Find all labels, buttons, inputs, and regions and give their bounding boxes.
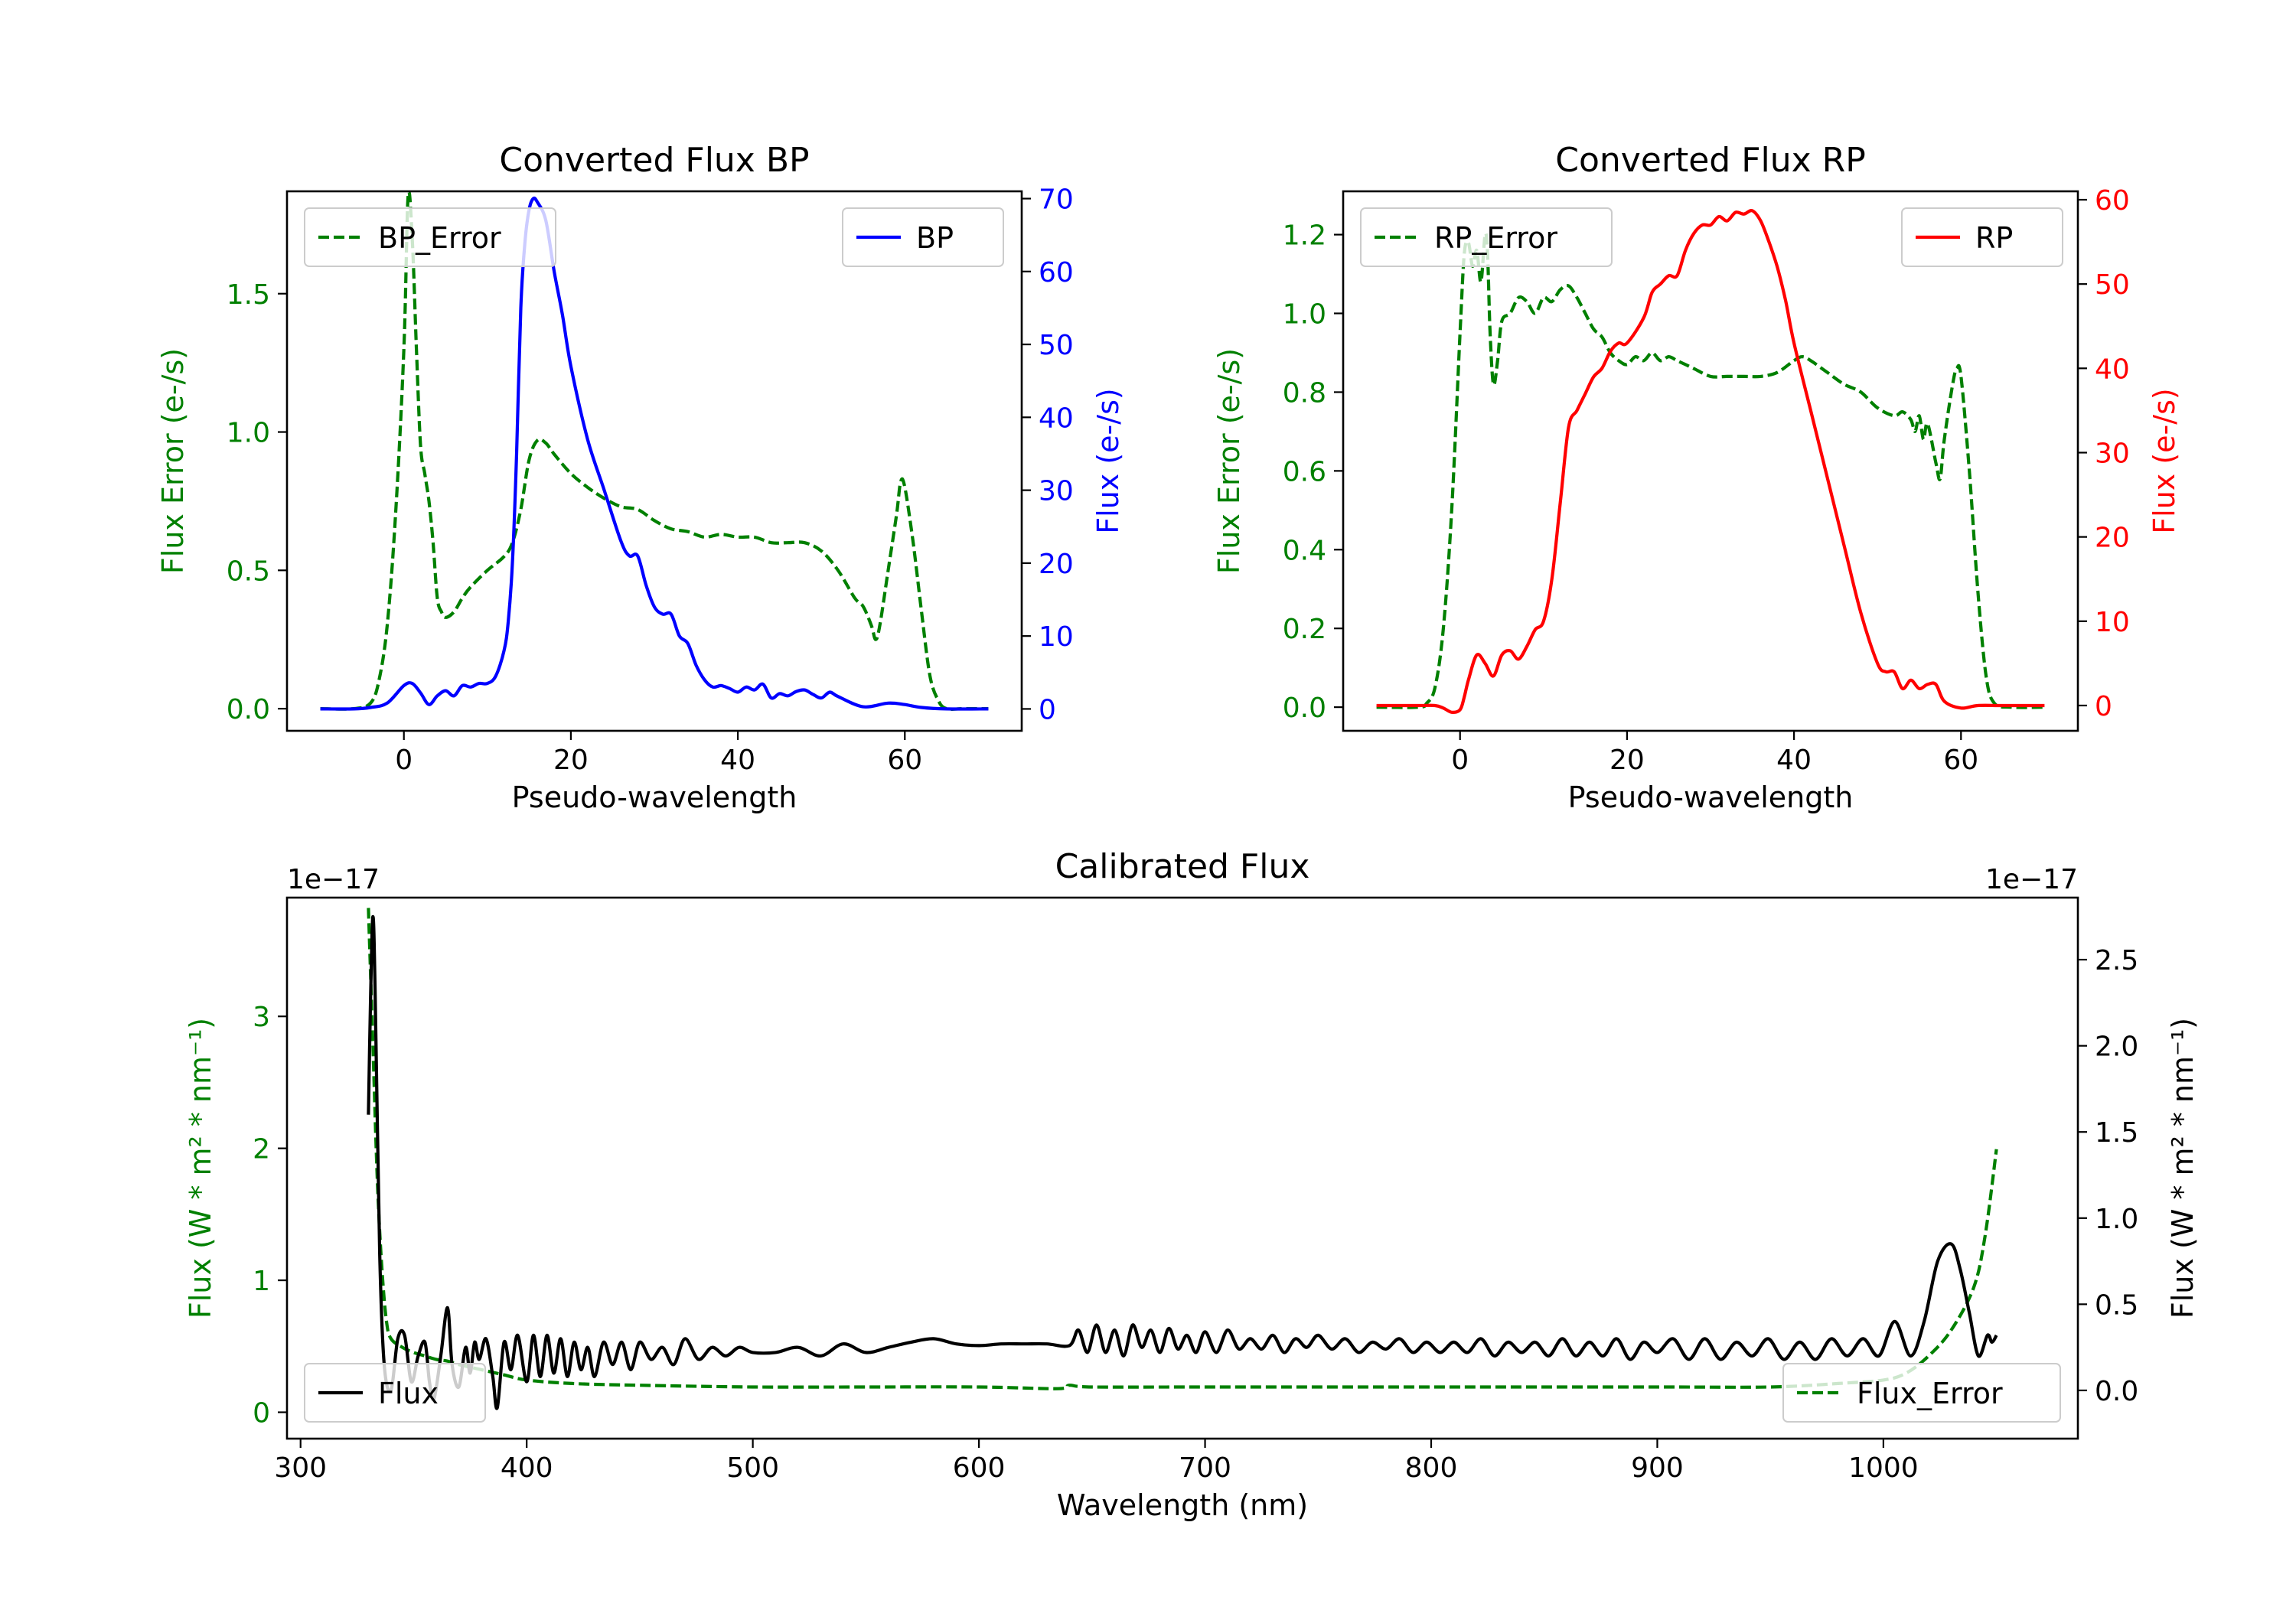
x-tick-label: 0 bbox=[395, 745, 413, 776]
legend-flux: Flux bbox=[304, 1363, 486, 1423]
y-right-tick-label: 1.5 bbox=[2095, 1117, 2138, 1149]
legend-box bbox=[304, 207, 556, 267]
y-right-tick-label: 0.0 bbox=[2095, 1376, 2138, 1407]
legend-label: RP bbox=[1975, 221, 2013, 255]
y-left-tick-label: 1.0 bbox=[227, 418, 270, 449]
legend-flux-error: Flux_Error bbox=[1782, 1363, 2061, 1423]
y-left-tick-label: 1 bbox=[253, 1266, 270, 1297]
x-axis-label: Pseudo-wavelength bbox=[1568, 781, 1854, 814]
y-right-axis-label: Flux (W * m² * nm⁻¹) bbox=[2166, 1018, 2200, 1319]
legend-bp: BP bbox=[842, 207, 1004, 267]
y-right-axis-label: Flux (e-/s) bbox=[1091, 388, 1125, 533]
x-tick-label: 40 bbox=[1776, 745, 1812, 776]
y-right-tick-label: 20 bbox=[2095, 523, 2130, 554]
legend-box bbox=[304, 1363, 486, 1423]
y-left-tick-label: 0.0 bbox=[1283, 693, 1326, 724]
y-left-tick-label: 0.0 bbox=[227, 694, 270, 725]
legend-label: RP_Error bbox=[1434, 221, 1557, 255]
y-right-tick-label: 2.0 bbox=[2095, 1032, 2138, 1063]
chart-title: Converted Flux BP bbox=[499, 141, 809, 180]
y-left-axis-label: Flux Error (e-/s) bbox=[1212, 348, 1246, 574]
legend-bp-error: BP_Error bbox=[304, 207, 556, 267]
x-tick-label: 60 bbox=[887, 745, 922, 776]
series-rp-error-line bbox=[1376, 231, 2045, 709]
x-tick-label: 400 bbox=[501, 1452, 553, 1484]
chart-0: 0 20 40 60 0.0 0.5 1.0 1.5 0 10 20 30 40 50 60 70 Conver… bbox=[156, 141, 1125, 814]
legend-rp: RP bbox=[1901, 207, 2063, 267]
offset-right-label: 1e−17 bbox=[1985, 864, 2078, 895]
x-axis-label: Pseudo-wavelength bbox=[512, 781, 797, 814]
x-tick-label: 700 bbox=[1179, 1452, 1231, 1484]
x-tick-label: 40 bbox=[720, 745, 755, 776]
chart-title: Calibrated Flux bbox=[1055, 847, 1310, 886]
legend-label: Flux bbox=[378, 1377, 439, 1410]
y-right-tick-label: 60 bbox=[1039, 257, 1074, 288]
x-tick-label: 900 bbox=[1631, 1452, 1684, 1484]
y-left-tick-label: 1.2 bbox=[1283, 220, 1326, 252]
x-tick-label: 800 bbox=[1405, 1452, 1458, 1484]
y-right-tick-label: 0 bbox=[1039, 694, 1056, 725]
legend-label: Flux_Error bbox=[1857, 1377, 2003, 1410]
x-tick-label: 20 bbox=[553, 745, 589, 776]
y-left-tick-label: 0.4 bbox=[1283, 535, 1326, 566]
legend-rp-error: RP_Error bbox=[1360, 207, 1613, 267]
y-left-axis-label: Flux Error (e-/s) bbox=[156, 348, 190, 574]
legend-label: BP bbox=[916, 221, 954, 255]
x-tick-label: 1000 bbox=[1848, 1452, 1919, 1484]
plot-frame bbox=[285, 896, 2079, 1440]
plot-frame bbox=[285, 190, 1023, 732]
series-flux-line bbox=[367, 914, 1998, 1410]
series-bp-error-line bbox=[320, 191, 989, 711]
y-right-tick-label: 50 bbox=[1039, 330, 1074, 361]
y-left-tick-label: 1.5 bbox=[227, 279, 270, 311]
chart-title: Converted Flux RP bbox=[1555, 141, 1866, 180]
y-right-tick-label: 30 bbox=[1039, 476, 1074, 507]
y-left-tick-label: 1.0 bbox=[1283, 299, 1326, 331]
legend-box bbox=[842, 207, 1004, 267]
y-right-tick-label: 0 bbox=[2095, 691, 2112, 722]
chart-1: 0 20 40 60 0.0 0.2 0.4 0.6 0.8 1.0 1.2 0 10 20 30 40 50 6… bbox=[1212, 141, 2181, 814]
series-flux-error-line bbox=[367, 908, 1998, 1390]
y-left-tick-label: 0.2 bbox=[1283, 614, 1326, 645]
y-right-tick-label: 50 bbox=[2095, 269, 2130, 301]
x-tick-label: 300 bbox=[274, 1452, 327, 1484]
y-right-tick-label: 1.0 bbox=[2095, 1204, 2138, 1235]
y-right-tick-label: 70 bbox=[1039, 184, 1074, 216]
y-left-tick-label: 0.8 bbox=[1283, 377, 1326, 409]
series-rp-line bbox=[1376, 209, 2045, 714]
y-right-tick-label: 10 bbox=[2095, 607, 2130, 638]
y-right-tick-label: 10 bbox=[1039, 621, 1074, 653]
y-left-tick-label: 0.6 bbox=[1283, 456, 1326, 487]
plot-frame bbox=[1342, 190, 2079, 732]
y-left-tick-label: 3 bbox=[253, 1002, 270, 1033]
y-right-tick-label: 30 bbox=[2095, 438, 2130, 469]
x-tick-label: 500 bbox=[726, 1452, 779, 1484]
y-right-tick-label: 40 bbox=[2095, 354, 2130, 385]
legend-label: BP_Error bbox=[378, 221, 501, 255]
x-tick-label: 600 bbox=[953, 1452, 1006, 1484]
y-left-axis-label: Flux (W * m² * nm⁻¹) bbox=[184, 1018, 217, 1319]
y-right-tick-label: 40 bbox=[1039, 403, 1074, 434]
y-right-tick-label: 60 bbox=[2095, 185, 2130, 217]
chart-2: 300 400 500 600 700 800 900 1000 0 1 2 3 0.0 0.5 1.0 1.… bbox=[184, 847, 2200, 1522]
series-bp-line bbox=[320, 196, 989, 711]
offset-left-label: 1e−17 bbox=[287, 864, 380, 895]
x-axis-label: Wavelength (nm) bbox=[1057, 1488, 1308, 1522]
x-tick-label: 20 bbox=[1609, 745, 1645, 776]
legend-box bbox=[1360, 207, 1613, 267]
y-right-tick-label: 2.5 bbox=[2095, 945, 2138, 976]
y-right-axis-label: Flux (e-/s) bbox=[2148, 388, 2181, 533]
legend-box bbox=[1782, 1363, 2061, 1423]
y-right-tick-label: 20 bbox=[1039, 549, 1074, 580]
y-right-tick-label: 0.5 bbox=[2095, 1289, 2138, 1321]
x-tick-label: 0 bbox=[1451, 745, 1469, 776]
legend-box bbox=[1901, 207, 2063, 267]
y-left-tick-label: 2 bbox=[253, 1134, 270, 1165]
y-left-tick-label: 0 bbox=[253, 1398, 270, 1429]
y-left-tick-label: 0.5 bbox=[227, 556, 270, 587]
x-tick-label: 60 bbox=[1943, 745, 1978, 776]
